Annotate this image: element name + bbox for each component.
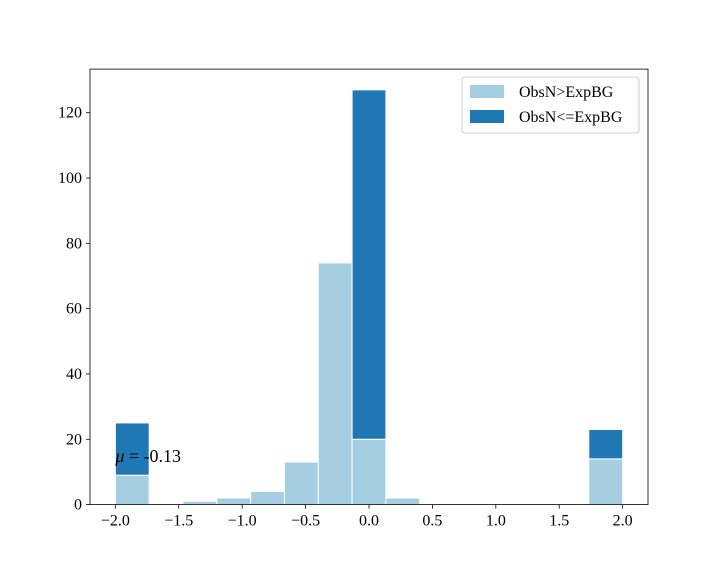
x-tick-label: 1.5 [549,513,569,530]
x-tick-label: −1.5 [164,513,193,530]
x-tick-label: 0.0 [359,513,379,530]
bars-layer [114,89,624,506]
y-tick-label: 120 [58,105,82,122]
y-tick-label: 100 [58,170,82,187]
legend: ObsN>ExpBG ObsN<=ExpBG [461,76,640,134]
bar-series-0-bin-0 [114,474,150,506]
legend-label-obsn-gt-expbg: ObsN>ExpBG [519,84,614,101]
x-tick-label: −0.5 [291,513,320,530]
x-tick-label: −1.0 [228,513,257,530]
mu-value: = -0.13 [124,446,181,466]
bar-series-1-bin-14 [588,428,624,460]
bar-series-1-bin-0 [114,422,150,476]
x-axis: −2.0 −1.5 −1.0 −0.5 0.0 0.5 1.0 1.5 2.0 [101,504,633,530]
x-tick-label: 2.0 [613,513,633,530]
legend-swatch-obsn-gt-expbg [470,85,504,98]
bar-series-0-bin-3 [216,497,252,506]
x-tick-label: −2.0 [101,513,130,530]
legend-swatch-obsn-le-expbg [470,110,504,123]
legend-label-obsn-le-expbg: ObsN<=ExpBG [519,109,623,126]
x-tick-label: 1.0 [486,513,506,530]
bar-series-0-bin-8 [385,497,421,506]
bar-series-0-bin-5 [283,461,319,506]
legend-frame [461,76,640,134]
y-tick-label: 0 [74,497,82,514]
y-tick-label: 40 [66,366,82,383]
bar-series-0-bin-2 [182,500,218,506]
y-tick-label: 60 [66,301,82,318]
y-tick-label: 20 [66,431,82,448]
bar-series-0-bin-14 [588,458,624,506]
mu-annotation: μ = -0.13 [114,446,181,466]
bar-series-0-bin-6 [317,262,353,506]
bar-series-1-bin-7 [351,89,387,440]
y-tick-label: 80 [66,235,82,252]
x-tick-label: 0.5 [422,513,442,530]
bar-series-0-bin-7 [351,438,387,506]
bar-series-0-bin-4 [250,491,285,506]
mu-symbol: μ [114,446,124,466]
y-axis: 0 20 40 60 80 100 120 [58,105,90,514]
